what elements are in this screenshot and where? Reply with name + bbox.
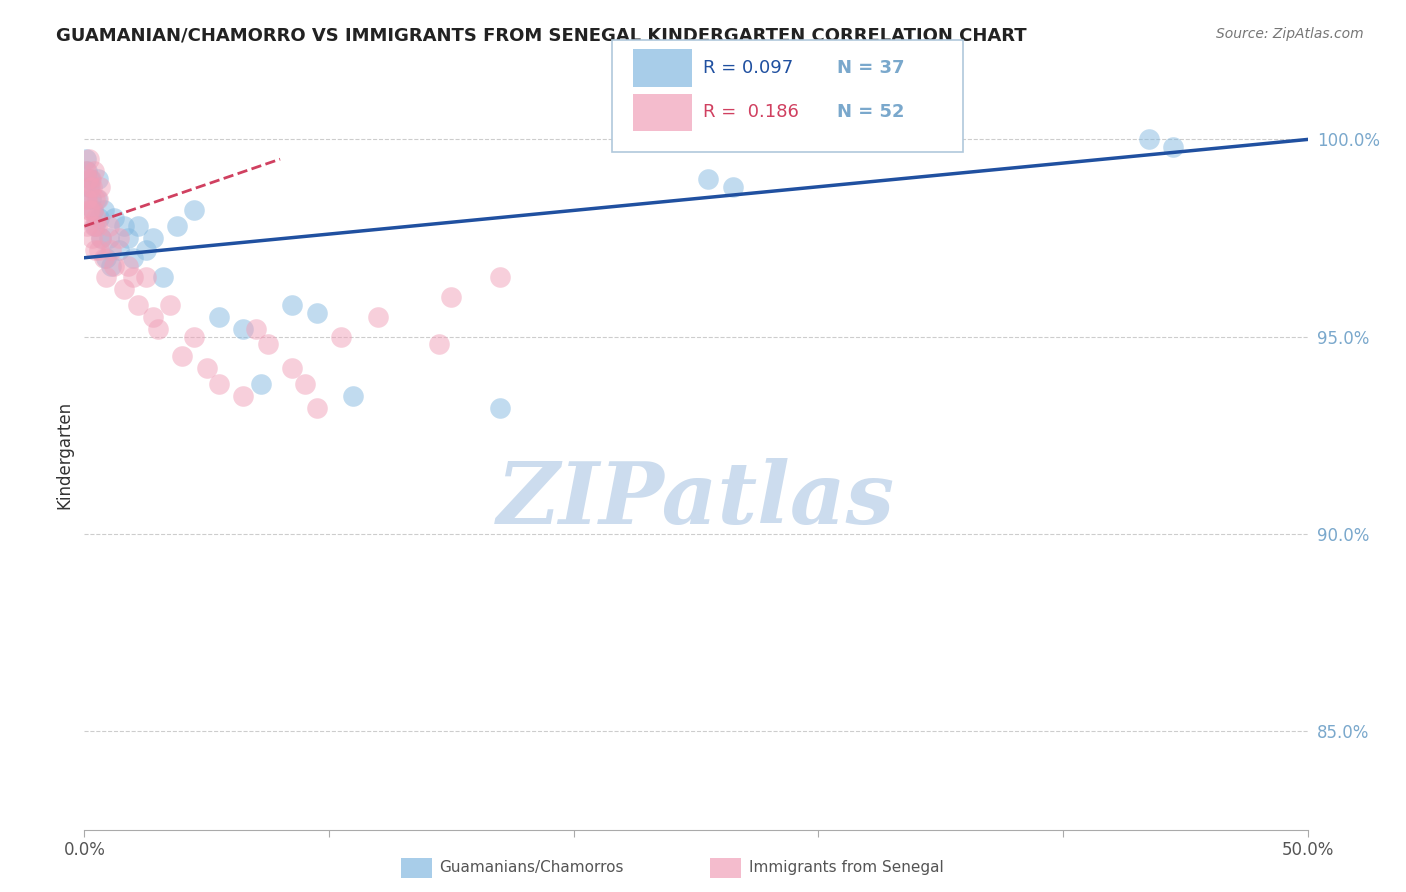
Text: Immigrants from Senegal: Immigrants from Senegal [749,861,945,875]
Point [77,179,100,194]
Y-axis label: Kindergarten: Kindergarten [55,401,73,509]
Point [87,211,110,226]
Point [76,192,98,206]
Point [1137,132,1160,146]
Point [367,310,389,324]
Point [79,179,101,194]
Point [79,172,101,186]
Point [83,164,105,178]
Point [172,349,194,363]
Point [82,179,104,194]
Point [80,231,103,245]
Point [152,270,174,285]
Text: N = 52: N = 52 [837,103,904,121]
Point [75,192,97,206]
Point [107,231,129,245]
Point [1161,140,1184,154]
Point [112,282,135,296]
Point [232,322,254,336]
Point [96,270,118,285]
Point [166,219,188,234]
Point [112,219,135,234]
Point [84,211,107,226]
Point [330,329,353,343]
Point [80,172,103,186]
Point [195,361,218,376]
Point [489,270,512,285]
Point [122,251,145,265]
Point [103,259,125,273]
Text: ZIPatlas: ZIPatlas [496,458,896,541]
Point [86,192,108,206]
Point [232,389,254,403]
Point [281,361,304,376]
Point [89,179,111,194]
Point [146,322,169,336]
Point [107,243,129,257]
Point [117,231,139,245]
Text: GUAMANIAN/CHAMORRO VS IMMIGRANTS FROM SENEGAL KINDERGARTEN CORRELATION CHART: GUAMANIAN/CHAMORRO VS IMMIGRANTS FROM SE… [56,27,1026,45]
Point [440,290,463,304]
Point [83,192,105,206]
Point [127,298,149,312]
Point [76,219,98,234]
Point [82,203,104,218]
Point [103,211,125,226]
Point [305,306,328,320]
Point [76,164,98,178]
Point [721,179,744,194]
Point [183,203,205,218]
Point [96,251,118,265]
Point [142,310,165,324]
Point [135,270,157,285]
Point [117,259,139,273]
Point [122,270,145,285]
Point [86,219,108,234]
Point [93,251,115,265]
Point [77,152,100,166]
Point [281,298,304,312]
Point [489,401,512,415]
Point [249,376,271,391]
Point [77,172,100,186]
Point [427,337,450,351]
Point [93,203,115,218]
Point [77,203,100,218]
Point [127,219,149,234]
Point [97,219,120,234]
Point [87,243,110,257]
Point [87,172,110,186]
Point [100,243,122,257]
Point [82,203,104,218]
Point [79,203,101,218]
Point [245,322,267,336]
Text: R =  0.186: R = 0.186 [703,103,799,121]
Point [294,376,316,391]
Point [83,219,105,234]
Point [183,329,205,343]
Text: Guamanians/Chamorros: Guamanians/Chamorros [439,861,623,875]
Point [305,401,328,415]
Point [208,310,231,324]
Point [87,192,110,206]
Text: N = 37: N = 37 [837,59,904,77]
Text: Source: ZipAtlas.com: Source: ZipAtlas.com [1216,27,1364,41]
Point [697,172,720,186]
Point [135,243,157,257]
Point [342,389,364,403]
Point [257,337,280,351]
Point [159,298,181,312]
Point [84,243,107,257]
Point [142,231,165,245]
Point [208,376,231,391]
Point [80,192,103,206]
Point [75,164,97,178]
Point [90,231,112,245]
Point [75,152,97,166]
Point [90,231,112,245]
Point [100,259,122,273]
Point [97,231,120,245]
Text: R = 0.097: R = 0.097 [703,59,793,77]
Point [83,219,105,234]
